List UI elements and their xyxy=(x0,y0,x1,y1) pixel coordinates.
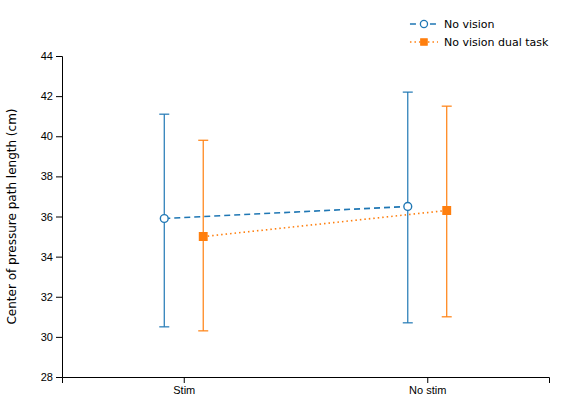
y-tick: 32 xyxy=(41,291,62,303)
y-tick-mark xyxy=(56,217,62,218)
y-tick-label: 36 xyxy=(41,211,53,223)
error-cap xyxy=(403,92,413,93)
y-tick-mark xyxy=(56,257,62,258)
y-tick: 40 xyxy=(41,130,62,142)
legend-item: No vision xyxy=(410,18,495,31)
y-tick-label: 30 xyxy=(41,331,53,343)
x-tick-label: Stim xyxy=(173,384,195,396)
series-marker xyxy=(160,215,168,223)
x-tick-label: No stim xyxy=(409,384,446,396)
y-tick-mark xyxy=(56,377,62,378)
error-cap xyxy=(159,114,169,115)
series xyxy=(159,92,413,327)
y-tick: 42 xyxy=(41,90,62,102)
series-marker xyxy=(443,207,450,214)
y-tick: 44 xyxy=(41,50,62,62)
error-cap xyxy=(403,322,413,323)
y-tick-label: 42 xyxy=(41,90,53,102)
x-tick-mark xyxy=(184,377,185,383)
error-cap xyxy=(442,106,452,107)
legend-marker xyxy=(420,20,427,27)
y-axis-line xyxy=(56,57,63,378)
x-axis-line xyxy=(63,378,550,384)
y-axis: 28 30 32 34 36 38 40 42 44 xyxy=(41,50,63,383)
y-tick: 28 xyxy=(41,371,62,383)
y-tick-mark xyxy=(56,96,62,97)
series-line xyxy=(164,206,408,218)
y-tick-label: 28 xyxy=(41,371,53,383)
y-tick-label: 38 xyxy=(41,170,53,182)
chart: 28 30 32 34 36 38 40 42 44 Stim No stim Center of p… xyxy=(0,0,569,413)
legend-label: No vision xyxy=(444,18,495,31)
y-tick-mark xyxy=(56,297,62,298)
legend-label: No vision dual task xyxy=(444,36,549,49)
x-tick: Stim xyxy=(173,377,195,396)
x-axis: Stim No stim xyxy=(63,377,550,396)
x-tick-mark xyxy=(427,377,428,383)
error-cap xyxy=(198,140,208,141)
y-tick-mark xyxy=(56,56,62,57)
series-line xyxy=(203,210,447,236)
y-tick-mark xyxy=(56,176,62,177)
plot: 28 30 32 34 36 38 40 42 44 Stim No stim xyxy=(41,50,550,396)
series xyxy=(198,106,452,331)
series-marker xyxy=(199,233,206,240)
y-tick-label: 40 xyxy=(41,130,53,142)
marks xyxy=(159,92,451,331)
y-tick: 36 xyxy=(41,211,62,223)
legend-marker xyxy=(421,39,427,45)
error-cap xyxy=(159,326,169,327)
error-cap xyxy=(442,316,452,317)
y-tick: 34 xyxy=(41,251,62,263)
y-tick-mark xyxy=(56,136,62,137)
y-tick: 30 xyxy=(41,331,62,343)
y-tick-label: 34 xyxy=(41,251,53,263)
y-tick: 38 xyxy=(41,170,62,182)
legend-item: No vision dual task xyxy=(410,36,549,49)
y-tick-mark xyxy=(56,337,62,338)
legend: No vision No vision dual task xyxy=(410,18,549,49)
error-cap xyxy=(198,330,208,331)
y-axis-title: Center of pressure path length (cm) xyxy=(5,108,19,324)
y-tick-label: 32 xyxy=(41,291,53,303)
series-marker xyxy=(404,203,412,211)
y-tick-label: 44 xyxy=(41,50,53,62)
x-tick: No stim xyxy=(409,377,446,396)
